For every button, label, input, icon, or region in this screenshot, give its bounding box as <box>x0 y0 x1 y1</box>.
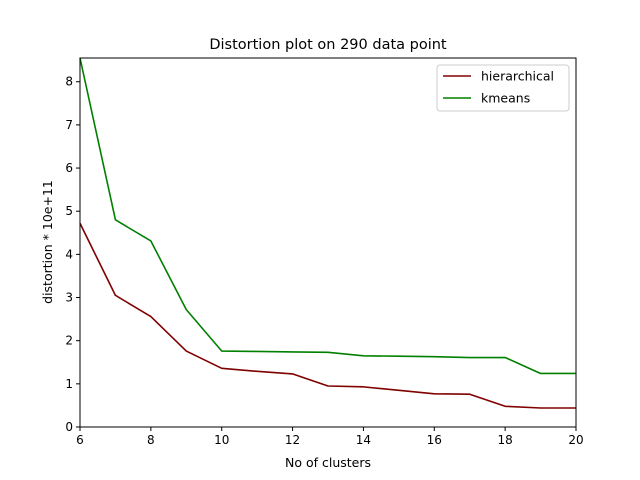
hierarchical-point <box>504 405 506 407</box>
x-tick-label: 8 <box>147 433 155 447</box>
hierarchical-point <box>433 393 435 395</box>
x-tick-label: 16 <box>427 433 442 447</box>
legend-label-kmeans: kmeans <box>481 91 530 106</box>
x-axis-ticks: 6 8 10 12 14 16 18 20 <box>76 427 584 447</box>
kmeans-point <box>292 351 294 353</box>
y-axis-ticks: 0 1 2 3 4 5 6 7 8 <box>65 75 80 434</box>
y-tick-label: 8 <box>65 75 73 89</box>
hierarchical-point <box>540 407 542 409</box>
kmeans-point <box>221 350 223 352</box>
hierarchical-point <box>221 368 223 370</box>
hierarchical-point <box>256 371 258 373</box>
x-tick-label: 12 <box>285 433 300 447</box>
y-tick-label: 2 <box>65 334 73 348</box>
x-tick-label: 10 <box>214 433 229 447</box>
x-axis-label: No of clusters <box>285 455 371 470</box>
legend-label-hierarchical: hierarchical <box>481 69 554 84</box>
y-tick-label: 0 <box>65 420 73 434</box>
kmeans-point <box>469 357 471 359</box>
kmeans-point <box>433 356 435 358</box>
hierarchical-point <box>115 295 117 297</box>
y-axis-label: distortion * 10e+11 <box>40 180 55 304</box>
y-tick-label: 1 <box>65 377 73 391</box>
x-tick-label: 18 <box>498 433 513 447</box>
x-tick-label: 14 <box>356 433 371 447</box>
kmeans-point <box>256 351 258 353</box>
y-tick-label: 3 <box>65 291 73 305</box>
kmeans-point <box>363 355 365 357</box>
y-tick-label: 4 <box>65 247 73 261</box>
kmeans-point <box>398 355 400 357</box>
y-tick-label: 6 <box>65 161 73 175</box>
hierarchical-point <box>363 386 365 388</box>
kmeans-point <box>327 352 329 354</box>
y-tick-label: 7 <box>65 118 73 132</box>
x-tick-label: 6 <box>76 433 84 447</box>
hierarchical-point <box>469 393 471 395</box>
hierarchical-line <box>79 222 576 409</box>
y-tick-label: 5 <box>65 204 73 218</box>
kmeans-point <box>115 219 117 221</box>
chart-title: Distortion plot on 290 data point <box>209 37 447 53</box>
kmeans-point <box>150 240 152 242</box>
hierarchical-point <box>327 385 329 387</box>
series-layer <box>79 57 576 409</box>
hierarchical-point <box>185 350 187 352</box>
hierarchical-point <box>398 390 400 392</box>
kmeans-line <box>79 57 576 375</box>
legend: hierarchical kmeans <box>436 64 570 112</box>
kmeans-point <box>504 357 506 359</box>
hierarchical-point <box>150 316 152 318</box>
hierarchical-point <box>292 373 294 375</box>
kmeans-point <box>185 309 187 311</box>
kmeans-point <box>540 373 542 375</box>
plot-frame <box>79 57 577 428</box>
x-tick-label: 20 <box>568 433 583 447</box>
